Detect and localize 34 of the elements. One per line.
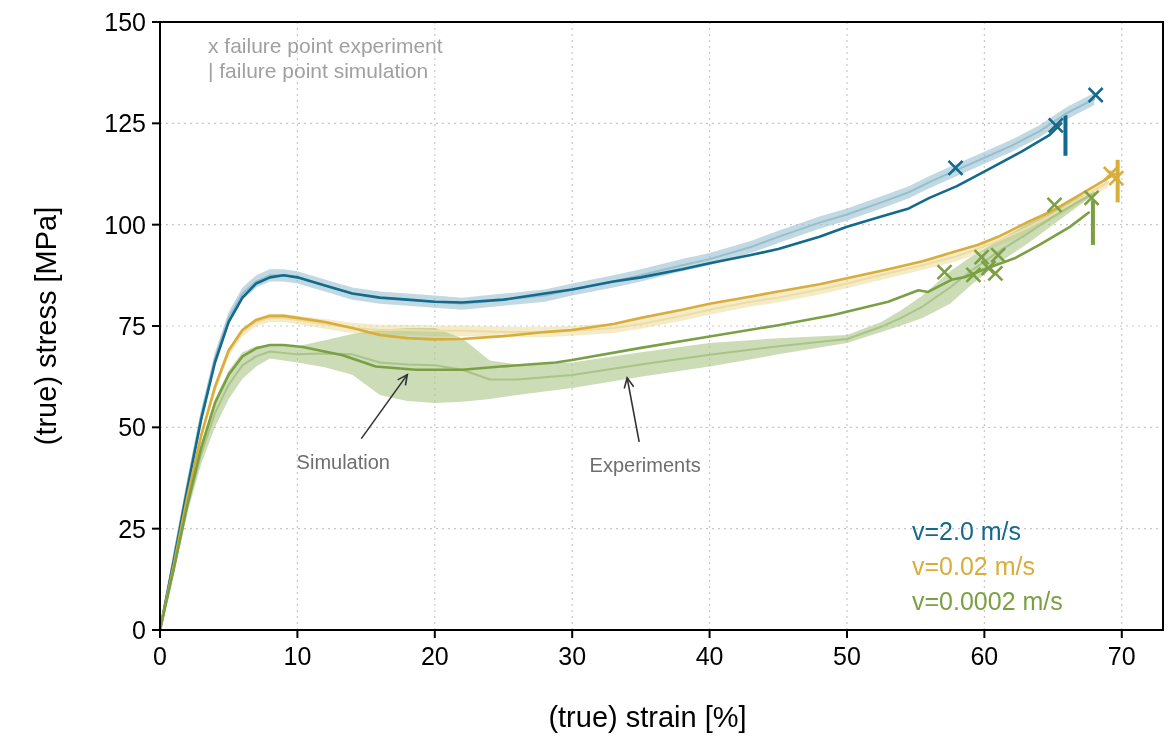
- x-tick-label: 70: [1107, 642, 1136, 670]
- x-tick-label: 60: [970, 642, 999, 670]
- annotation: x failure point experiment: [208, 34, 443, 57]
- x-tick-label: 20: [420, 642, 449, 670]
- text: v=2.0 m/s: [912, 517, 1022, 545]
- point: [1047, 117, 1065, 134]
- annotation: Simulation: [296, 450, 391, 473]
- x-axis-title: (true) strain [%]: [548, 701, 747, 733]
- annotation: Experiments: [589, 453, 701, 476]
- y-tick-label: 25: [118, 514, 146, 543]
- text: v=0.0002 m/s: [912, 587, 1063, 615]
- x-tick-label: 50: [833, 642, 861, 670]
- y-tick-label: 50: [118, 413, 146, 442]
- point: [1107, 169, 1125, 187]
- y-tick-label: 150: [104, 8, 146, 36]
- y-tick-label: 100: [104, 210, 146, 239]
- text: v=0.02 m/s: [912, 552, 1035, 580]
- y-axis-title: (true) stress [MPa]: [30, 206, 62, 446]
- point: [947, 159, 964, 177]
- x-tick-label: 0: [153, 642, 167, 670]
- point: [1046, 196, 1063, 214]
- y-tick-label: 0: [132, 616, 146, 644]
- point: [987, 265, 1004, 282]
- point: [936, 263, 953, 281]
- point: [1087, 86, 1104, 104]
- annotation: | failure point simulation: [208, 59, 429, 82]
- y-tick-label: 125: [104, 109, 146, 138]
- x-tick-label: 30: [558, 642, 587, 670]
- x-tick-label: 40: [695, 642, 724, 670]
- y-tick-label: 75: [118, 312, 146, 340]
- point: [1083, 189, 1100, 207]
- point: [980, 259, 997, 277]
- point: [965, 266, 982, 284]
- x-tick-label: 10: [283, 642, 312, 670]
